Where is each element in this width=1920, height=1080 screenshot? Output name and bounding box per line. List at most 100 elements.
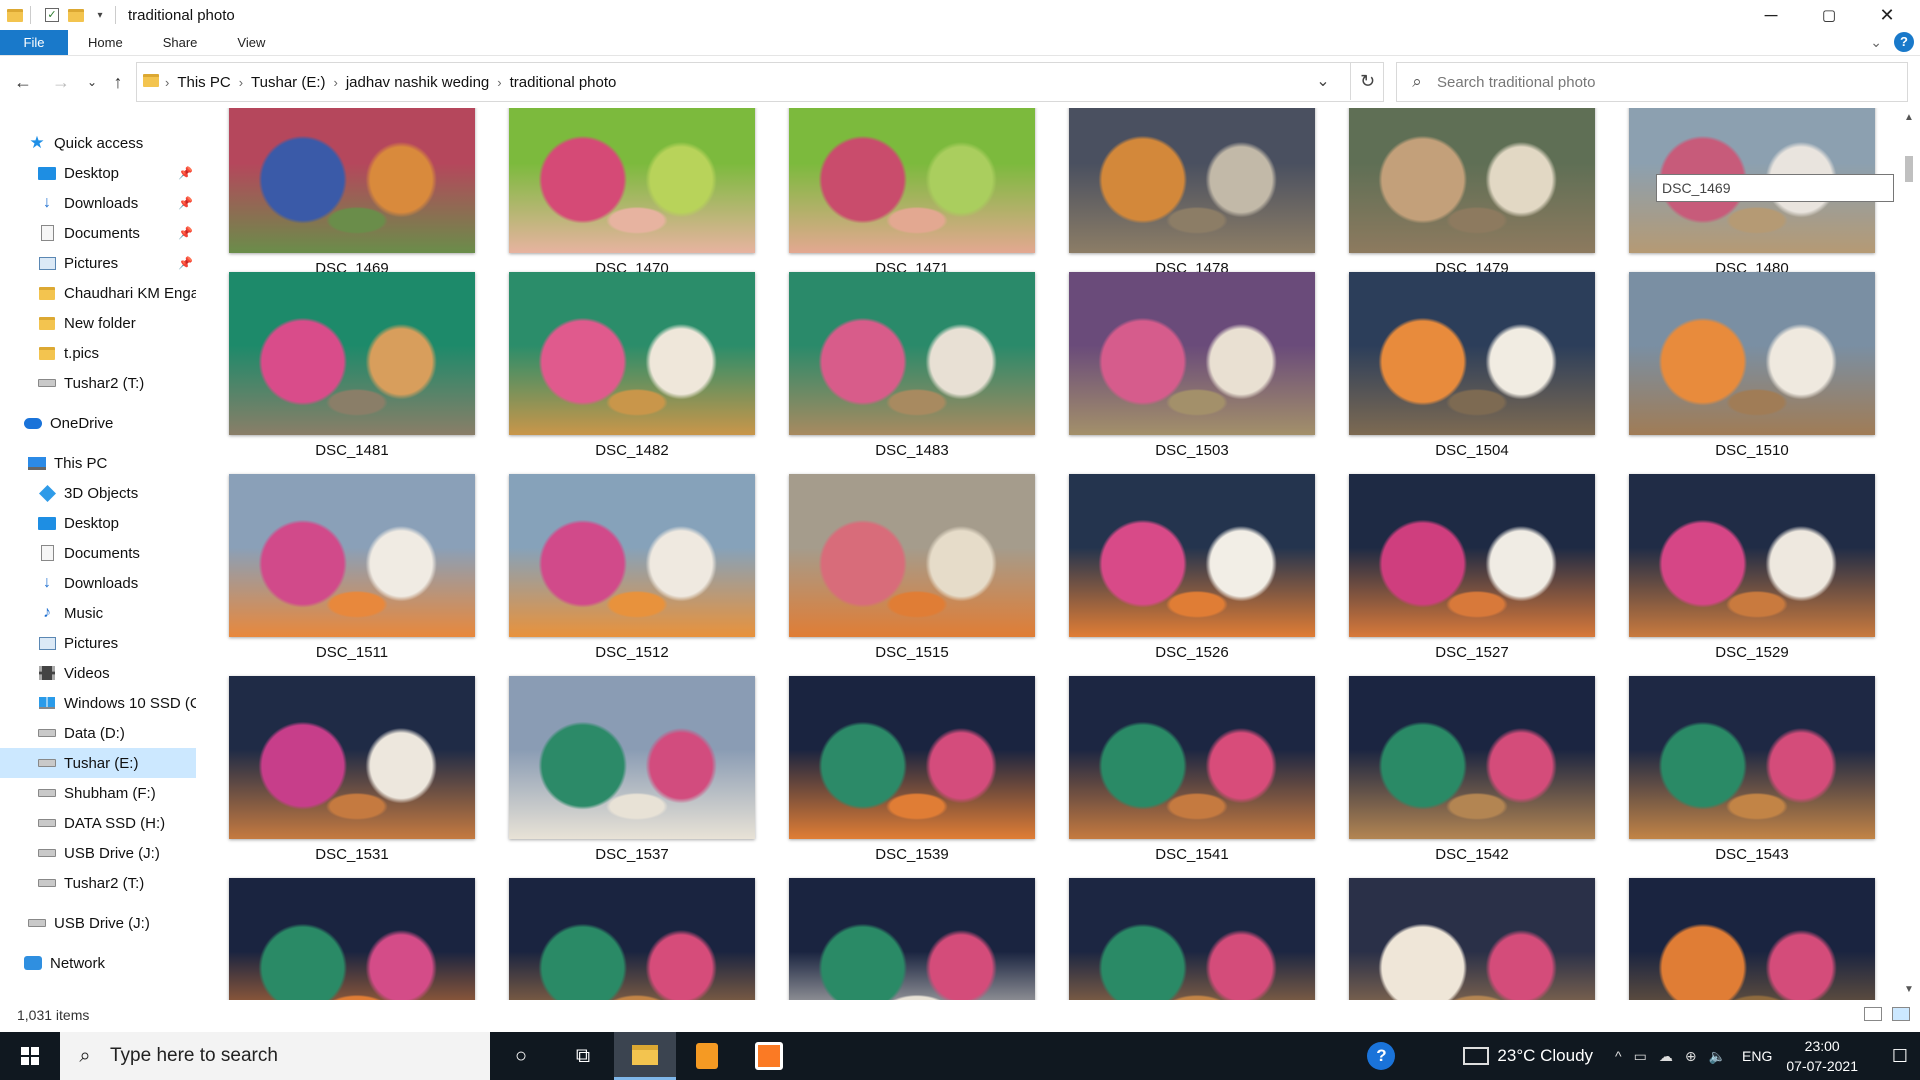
image-thumbnail[interactable] (509, 878, 755, 1000)
expand-ribbon-icon[interactable]: ⌄ (1870, 33, 1882, 50)
forward-button[interactable]: → (52, 71, 70, 92)
weather-widget[interactable]: 23°C Cloudy (1463, 1046, 1593, 1066)
refresh-icon[interactable]: ↻ (1350, 62, 1384, 100)
file-item[interactable]: DSC_1503 (1069, 272, 1315, 459)
new-folder-icon[interactable] (67, 6, 85, 24)
file-item[interactable]: DSC_1531 (229, 676, 475, 863)
file-item[interactable]: DSC_1504 (1349, 272, 1595, 459)
image-thumbnail[interactable] (789, 272, 1035, 435)
sidebar-item-data-d[interactable]: Data (D:) (0, 718, 196, 748)
help-icon[interactable]: ? (1894, 32, 1914, 52)
sidebar-item-t-pics[interactable]: t.pics (0, 338, 196, 368)
sidebar-item-chaudhari-km-enga[interactable]: Chaudhari KM Enga (0, 278, 196, 308)
input-language[interactable]: ENG (1742, 1048, 1773, 1064)
image-thumbnail[interactable] (1629, 878, 1875, 1000)
sidebar-item-documents[interactable]: Documents (0, 538, 196, 568)
image-thumbnail[interactable] (1069, 272, 1315, 435)
image-thumbnail[interactable] (229, 474, 475, 637)
sidebar-item-this-pc[interactable]: This PC (0, 448, 196, 478)
sidebar-item-windows-10-ssd-c[interactable]: Windows 10 SSD (C (0, 688, 196, 718)
onedrive-tray-icon[interactable]: ☁ (1658, 1047, 1673, 1064)
sidebar-item-tushar-e[interactable]: Tushar (E:) (0, 748, 196, 778)
vertical-scrollbar[interactable]: ▲ ▼ (1898, 108, 1920, 1000)
file-item[interactable]: DSC_1542 (1349, 676, 1595, 863)
close-button[interactable]: ✕ (1879, 4, 1895, 25)
image-thumbnail[interactable] (1629, 272, 1875, 435)
notifications-icon[interactable]: ☐ (1891, 1045, 1909, 1066)
image-thumbnail[interactable] (229, 272, 475, 435)
address-bar[interactable]: › This PC › Tushar (E:) › jadhav nashik … (136, 62, 1384, 102)
scroll-down-icon[interactable]: ▼ (1904, 984, 1914, 995)
file-item[interactable] (789, 878, 1035, 1000)
sidebar-item-new-folder[interactable]: New folder (0, 308, 196, 338)
sidebar-item-downloads[interactable]: ↓ Downloads (0, 568, 196, 598)
image-thumbnail[interactable] (1349, 474, 1595, 637)
start-button[interactable] (0, 1032, 60, 1080)
sidebar-item-quick-access[interactable]: ★ Quick access (0, 128, 196, 158)
network-icon[interactable]: ⊕ (1684, 1047, 1697, 1064)
file-item[interactable]: DSC_1482 (509, 272, 755, 459)
up-button[interactable]: ↑ (113, 71, 123, 92)
image-thumbnail[interactable] (789, 878, 1035, 1000)
recent-locations-dropdown[interactable]: ⌄ (86, 75, 98, 89)
help-icon[interactable]: ? (1367, 1042, 1396, 1070)
sidebar-item-data-ssd-h[interactable]: DATA SSD (H:) (0, 808, 196, 838)
volume-icon[interactable]: 🔈 (1708, 1047, 1727, 1064)
large-icons-view-icon[interactable] (1892, 1007, 1910, 1021)
image-thumbnail[interactable] (789, 108, 1035, 253)
tab-home[interactable]: Home (88, 35, 123, 50)
file-item[interactable]: DSC_1471 (789, 108, 1035, 277)
file-item[interactable]: DSC_1529 (1629, 474, 1875, 661)
file-item[interactable]: DSC_1539 (789, 676, 1035, 863)
file-item[interactable] (509, 878, 755, 1000)
show-hidden-icons-icon[interactable]: ^ (1615, 1048, 1622, 1064)
sidebar-item-pictures[interactable]: Pictures (0, 628, 196, 658)
image-thumbnail[interactable] (229, 108, 475, 253)
xampp-taskbar-button[interactable] (738, 1032, 800, 1080)
image-thumbnail[interactable] (1349, 878, 1595, 1000)
image-thumbnail[interactable] (1349, 272, 1595, 435)
image-thumbnail[interactable] (229, 878, 475, 1000)
minimize-button[interactable]: ─ (1764, 4, 1778, 25)
file-explorer-taskbar-button[interactable] (614, 1032, 676, 1080)
image-thumbnail[interactable] (1069, 676, 1315, 839)
cortana-icon[interactable]: ○ (514, 1044, 528, 1067)
image-thumbnail[interactable] (1069, 108, 1315, 253)
file-item[interactable]: DSC_1510 (1629, 272, 1875, 459)
image-thumbnail[interactable] (509, 108, 755, 253)
sidebar-item-videos[interactable]: Videos (0, 658, 196, 688)
file-item[interactable]: DSC_1515 (789, 474, 1035, 661)
image-thumbnail[interactable] (1629, 676, 1875, 839)
properties-icon[interactable]: ✓ (43, 6, 61, 24)
sidebar-item-usb-drive-j[interactable]: USB Drive (J:) (0, 838, 196, 868)
sidebar-item-desktop[interactable]: Desktop (0, 508, 196, 538)
file-item[interactable] (1349, 878, 1595, 1000)
battery-icon[interactable]: ▭ (1633, 1047, 1647, 1064)
task-view-icon[interactable]: ⧉ (575, 1044, 591, 1067)
file-item[interactable] (1069, 878, 1315, 1000)
image-thumbnail[interactable] (789, 474, 1035, 637)
file-item[interactable] (229, 878, 475, 1000)
sidebar-item-tushar2-t[interactable]: Tushar2 (T:) (0, 868, 196, 898)
file-item[interactable]: DSC_1512 (509, 474, 755, 661)
scroll-up-icon[interactable]: ▲ (1904, 112, 1914, 123)
scrollbar-thumb[interactable] (1905, 156, 1913, 182)
breadcrumb-this-pc[interactable]: This PC (177, 73, 231, 91)
sidebar-item-3d-objects[interactable]: 3D Objects (0, 478, 196, 508)
file-item[interactable]: DSC_1526 (1069, 474, 1315, 661)
file-item[interactable]: DSC_1469 (229, 108, 475, 277)
sidebar-item-onedrive[interactable]: OneDrive (0, 408, 196, 438)
sidebar-item-tushar2-t[interactable]: Tushar2 (T:) (0, 368, 196, 398)
search-input[interactable]: ⌕ Search traditional photo (1396, 62, 1908, 102)
image-thumbnail[interactable] (1069, 878, 1315, 1000)
file-item[interactable]: DSC_1478 (1069, 108, 1315, 277)
image-thumbnail[interactable] (1349, 108, 1595, 253)
tab-file[interactable]: File (0, 30, 68, 55)
file-item[interactable]: DSC_1470 (509, 108, 755, 277)
image-thumbnail[interactable] (509, 676, 755, 839)
address-dropdown-icon[interactable]: ⌄ (1316, 73, 1330, 90)
tab-share[interactable]: Share (162, 35, 198, 50)
sidebar-item-pictures[interactable]: Pictures 📌 (0, 248, 196, 278)
sidebar-item-shubham-f[interactable]: Shubham (F:) (0, 778, 196, 808)
sublime-text-taskbar-button[interactable] (676, 1032, 738, 1080)
